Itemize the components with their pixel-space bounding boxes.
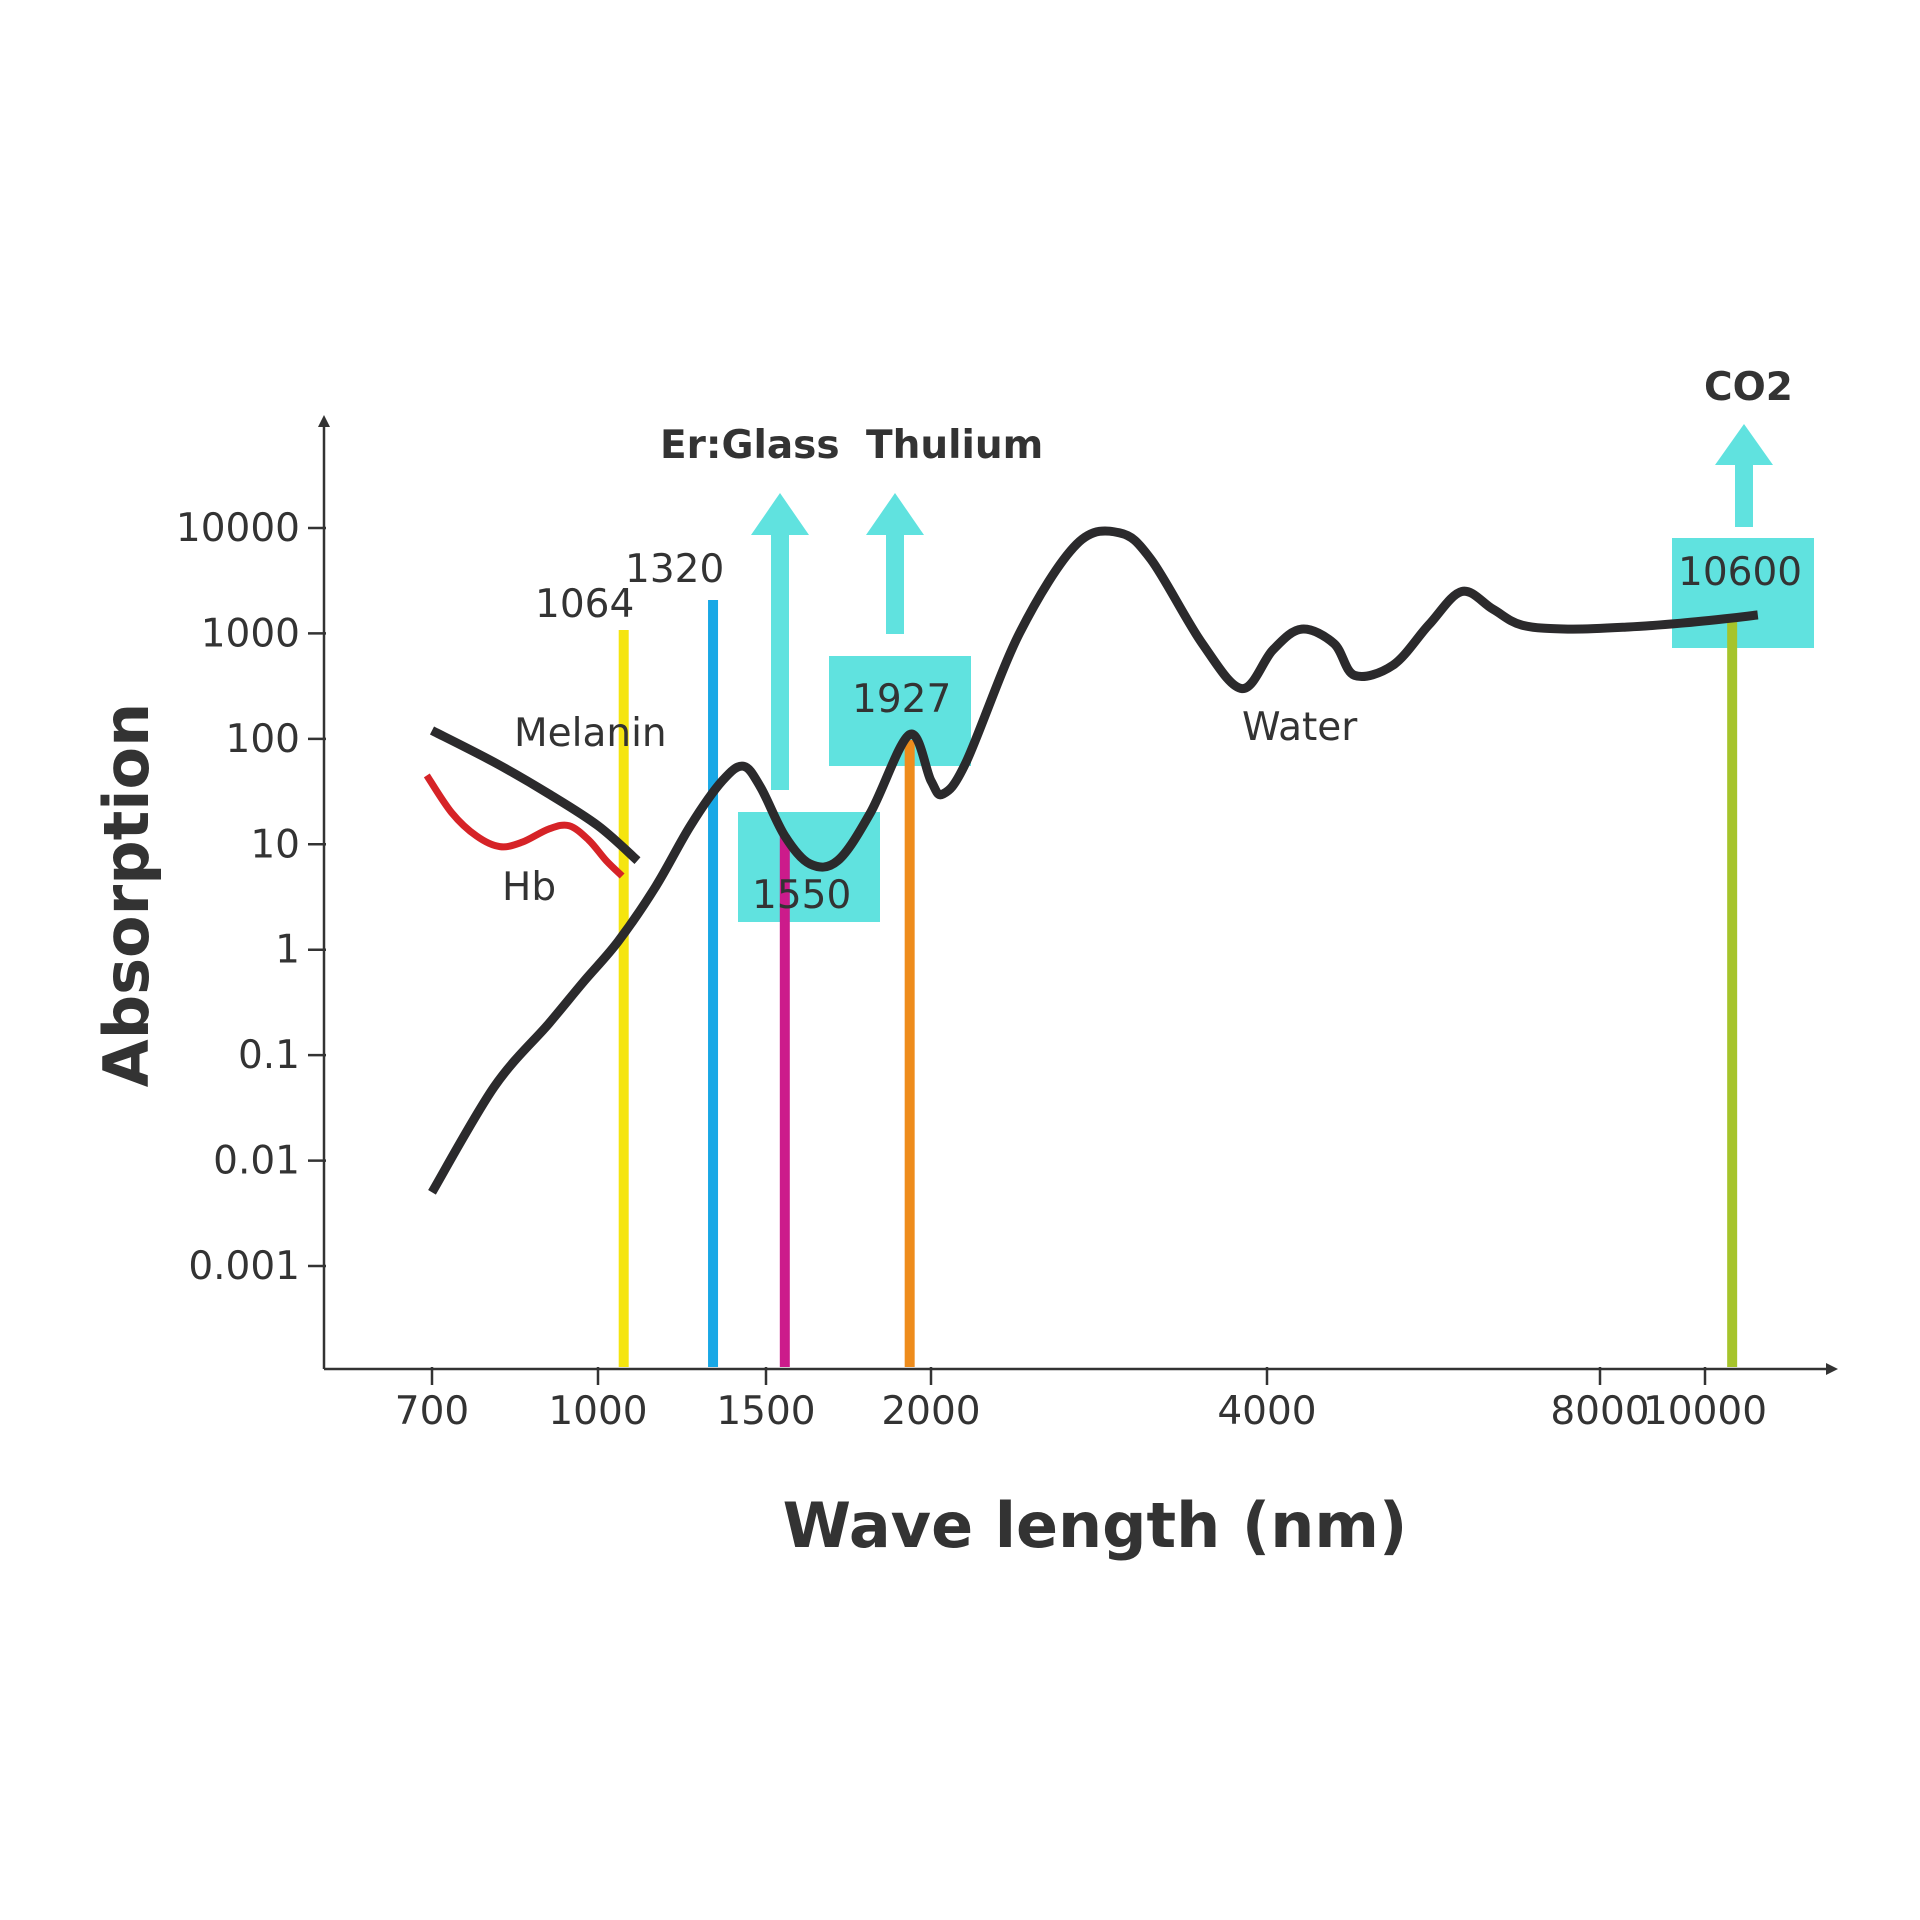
er-glass-arrow-shaft: [771, 535, 789, 790]
curves: [423, 526, 1759, 1195]
thulium-arrow-shaft: [886, 535, 904, 634]
melanin-label: Melanin: [514, 711, 667, 756]
co2-arrow-head: [1715, 424, 1773, 465]
laser-10600-label: 10600: [1678, 550, 1802, 595]
labels: Wave length (nm) Absorption Melanin Hb W…: [90, 365, 1802, 1562]
x-tick-label: 700: [395, 1389, 469, 1434]
series-melanin: [429, 726, 641, 864]
laser-1320-label: 1320: [625, 547, 724, 592]
box-10600: [1672, 538, 1814, 648]
axes: 10000 1000 100 10 1 0.1 0.01 0.001 700 1000 1500 20…: [176, 415, 1838, 1434]
x-tick-label: 4000: [1217, 1389, 1316, 1434]
y-tick-label: 1: [275, 928, 300, 973]
highlight-boxes: [738, 424, 1814, 922]
laser-1064-label: 1064: [535, 582, 634, 627]
x-tick-label: 1500: [716, 1389, 815, 1434]
er-glass-label: Er:Glass: [660, 423, 840, 468]
y-tick-label: 10: [250, 822, 300, 867]
y-tick-label: 1000: [201, 611, 300, 656]
y-axis-arrowhead: [318, 415, 330, 427]
x-tick-label: 8000: [1550, 1389, 1649, 1434]
x-tick-label: 1000: [548, 1389, 647, 1434]
co2-arrow-shaft: [1735, 465, 1753, 527]
series-water: [428, 526, 1759, 1195]
thulium-label: Thulium: [866, 423, 1043, 468]
y-axis-title: Absorption: [90, 703, 163, 1087]
thulium-arrow-head: [866, 493, 924, 535]
co2-label: CO2: [1704, 365, 1793, 410]
y-tick-label: 0.01: [213, 1139, 300, 1184]
x-tick-label: 10000: [1643, 1389, 1767, 1434]
x-axis-arrowhead: [1826, 1363, 1838, 1375]
laser-1550-label: 1550: [752, 873, 851, 918]
y-tick-label: 100: [226, 717, 300, 762]
er-glass-arrow-head: [751, 493, 809, 535]
laser-lines: [618, 600, 1738, 1367]
hb-label: Hb: [502, 865, 556, 910]
y-tick-label: 0.001: [188, 1244, 300, 1289]
x-axis-title: Wave length (nm): [783, 1489, 1408, 1562]
series-hb: [423, 773, 625, 879]
laser-1927-label: 1927: [852, 677, 951, 722]
water-label: Water: [1242, 705, 1358, 750]
y-tick-label: 10000: [176, 506, 300, 551]
y-tick-label: 0.1: [238, 1033, 300, 1078]
x-tick-label: 2000: [881, 1389, 980, 1434]
